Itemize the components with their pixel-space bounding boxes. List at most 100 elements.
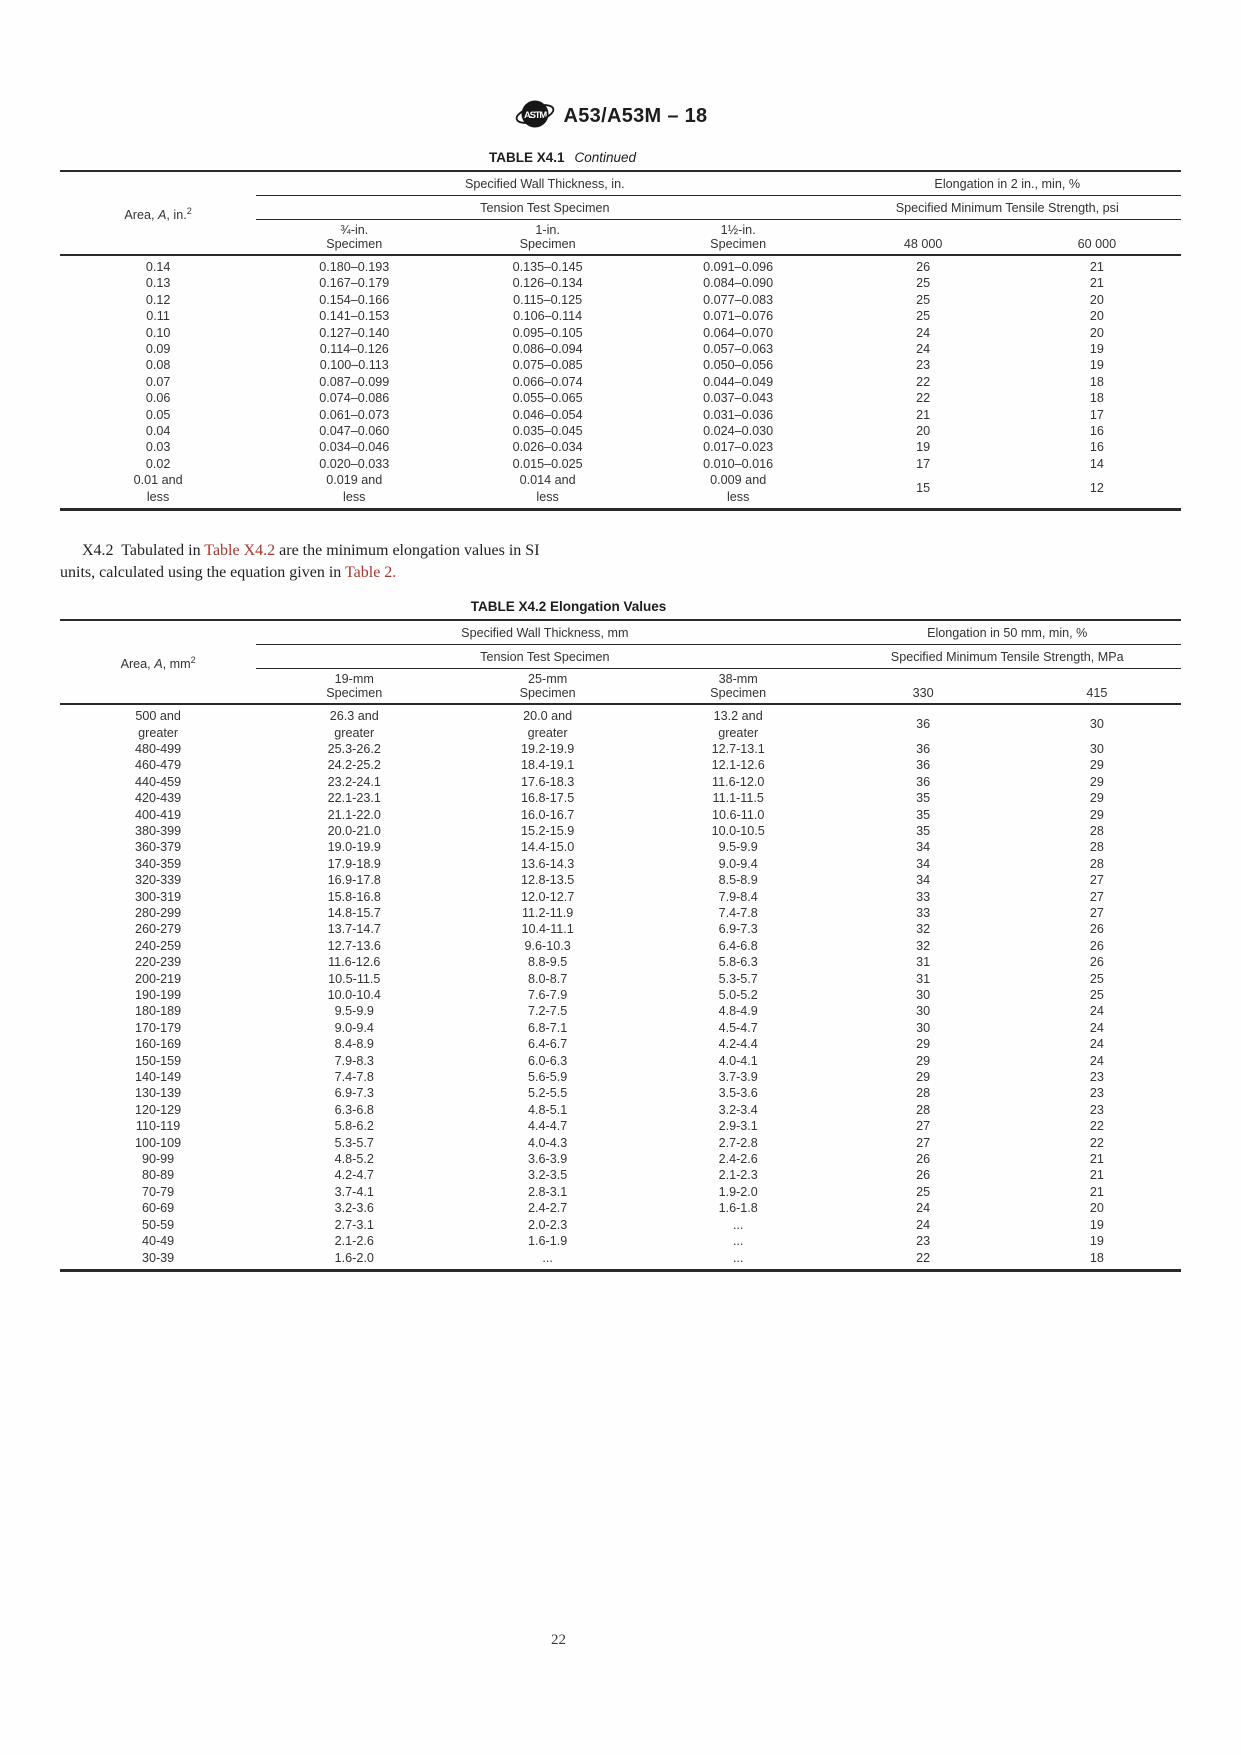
table-cell: 6.0-6.3 [528, 1053, 568, 1068]
table-cell: 280-299 [134, 905, 182, 920]
table-cell: 1.6-1.8 [718, 1201, 758, 1216]
table-cell: 0.055–0.065 [512, 391, 583, 406]
table-cell: 26 [916, 260, 931, 274]
table-cell: 12.7-13.1 [711, 741, 765, 756]
table-row: 480-499 25.3-26.2 19.2-19.9 12.7-13.1 36 30 [60, 741, 1181, 757]
table-cell: 0.10 [145, 325, 171, 340]
table-cell: 420-439 [134, 791, 182, 806]
table-cell: 22 [1089, 1135, 1104, 1150]
table-cell: 2.8-3.1 [528, 1184, 568, 1199]
table-row: 340-359 17.9-18.9 13.6-14.3 9.0-9.4 34 28 [60, 856, 1181, 872]
table-cell: 3.2-3.4 [718, 1102, 758, 1117]
tension-test-header: Tension Test Specimen [256, 644, 834, 670]
table-cell: 30 [916, 1004, 931, 1019]
col-header-specimen-38mm: 38-mm Specimen [642, 668, 834, 706]
table-cell: 0.014 and less [519, 473, 576, 504]
table-cell: 29 [1089, 791, 1104, 806]
table-cell: 340-359 [134, 856, 182, 871]
table-cell: 20 [1089, 325, 1104, 340]
table-cell: 29 [1089, 758, 1104, 773]
table-cell: 130-139 [134, 1086, 182, 1101]
table-x41-title-label: TABLE X4.1 [488, 150, 565, 165]
table-cell: 0.009 and less [710, 473, 767, 504]
table-cell: 18 [1089, 1250, 1104, 1265]
table-reference-link[interactable]: Table 2. [344, 563, 397, 581]
table-cell: 170-179 [134, 1020, 182, 1035]
table-cell: 15.8-16.8 [327, 889, 381, 904]
table-cell: 33 [916, 905, 931, 920]
table-cell: 27 [1089, 905, 1104, 920]
table-cell: 460-479 [134, 758, 182, 773]
table-row: 70-79 3.7-4.1 2.8-3.1 1.9-2.0 25 21 [60, 1184, 1181, 1200]
table-cell: 7.4-7.8 [334, 1070, 374, 1085]
table-cell: 0.01 and less [133, 473, 183, 504]
table-cell: 9.5-9.9 [718, 840, 758, 855]
table-reference-link[interactable]: Table X4.2 [204, 542, 276, 560]
table-cell: ... [732, 1250, 744, 1265]
column-header-row: ¾-in. Specimen 1-in. Specimen 1½-in. Spe… [60, 219, 1181, 256]
table-cell: 4.2-4.4 [718, 1037, 758, 1052]
table-cell: 30 [916, 1020, 931, 1035]
table-cell: 30 [1089, 741, 1104, 756]
col-header-specimen-25mm: 25-mm Specimen [452, 668, 643, 706]
table-cell: 27 [1089, 889, 1104, 904]
table-cell: 24 [1089, 1053, 1104, 1068]
table-cell: 23 [1089, 1086, 1104, 1101]
table-cell: 0.019 and less [326, 473, 383, 504]
table-cell: 0.047–0.060 [319, 424, 390, 439]
table-row: 280-299 14.8-15.7 11.2-11.9 7.4-7.8 33 27 [60, 905, 1181, 921]
table-cell: 18 [1089, 391, 1104, 406]
table-row: 130-139 6.9-7.3 5.2-5.5 3.5-3.6 28 23 [60, 1085, 1181, 1101]
table-cell: 200-219 [134, 971, 182, 986]
table-cell: 27 [916, 1119, 931, 1134]
table-x42: Area, A, mm2 Specified Wall Thickness, m… [60, 619, 1181, 1272]
table-cell: 0.086–0.094 [512, 342, 583, 357]
table-cell: 3.5-3.6 [718, 1086, 758, 1101]
table-cell: 0.09 [145, 342, 171, 357]
table-row: 140-149 7.4-7.8 5.6-5.9 3.7-3.9 29 23 [60, 1069, 1181, 1085]
table-row: 90-99 4.8-5.2 3.6-3.9 2.4-2.6 26 21 [60, 1151, 1181, 1167]
table-cell: 18.4-19.1 [521, 758, 575, 773]
table-x41-continued-label: Continued [574, 150, 637, 165]
table-cell: 110-119 [135, 1119, 181, 1134]
table-cell: 20 [1089, 292, 1104, 307]
table-cell: 2.1-2.3 [718, 1168, 758, 1183]
table-cell: 0.010–0.016 [703, 456, 774, 471]
table-cell: 13.6-14.3 [521, 856, 575, 871]
table-row: 440-459 23.2-24.1 17.6-18.3 11.6-12.0 36 29 [60, 774, 1181, 790]
table-row: 40-49 2.1-2.6 1.6-1.9... 23 19 [60, 1233, 1181, 1249]
table-cell: 9.0-9.4 [334, 1020, 374, 1035]
table-cell: 12.7-13.6 [327, 938, 381, 953]
table-cell: 0.05 [145, 407, 171, 422]
table-cell: 13.2 and greater [713, 709, 763, 740]
col-header-specimen-15: 1½-in. Specimen [642, 219, 834, 256]
table-cell: 10.5-11.5 [328, 971, 381, 986]
table-cell: 0.154–0.166 [319, 292, 390, 307]
table-cell: 19 [916, 440, 931, 455]
table-row: 0.07 0.087–0.099 0.066–0.074 0.044–0.049 22 1… [60, 374, 1181, 390]
table-cell: 36 [916, 741, 931, 756]
table-cell: 25 [1089, 988, 1104, 1002]
table-cell: 70-79 [141, 1184, 175, 1199]
table-row: 0.06 0.074–0.086 0.055–0.065 0.037–0.043 22 1… [60, 390, 1181, 406]
table-cell: 6.4-6.7 [528, 1037, 568, 1052]
table-cell: 5.3-5.7 [334, 1135, 374, 1150]
table-cell: 0.066–0.074 [512, 374, 583, 389]
table-cell: 29 [916, 1053, 931, 1068]
table-cell: 36 [916, 758, 931, 773]
table-row: 420-439 22.1-23.1 16.8-17.5 11.1-11.5 35 29 [60, 790, 1181, 806]
table-cell: 26.3 and greater [329, 709, 379, 740]
table-cell: 0.075–0.085 [512, 358, 583, 373]
table-cell: 3.7-4.1 [334, 1184, 374, 1199]
svg-text:ASTM: ASTM [523, 110, 546, 121]
document-header: ASTM A53/A53M – 18 [50, 96, 1171, 137]
table-cell: 22 [1089, 1119, 1104, 1134]
table-cell: 0.084–0.090 [703, 276, 774, 291]
table-cell: 1.9-2.0 [718, 1184, 758, 1199]
table-cell: 0.13 [145, 276, 171, 291]
table-cell: 25 [916, 292, 931, 307]
table-cell: ... [732, 1234, 744, 1249]
table-cell: 0.02 [145, 456, 171, 471]
table-cell: 0.180–0.193 [319, 260, 390, 274]
group-header-row: Area, A, mm2 Specified Wall Thickness, m… [60, 620, 1181, 706]
